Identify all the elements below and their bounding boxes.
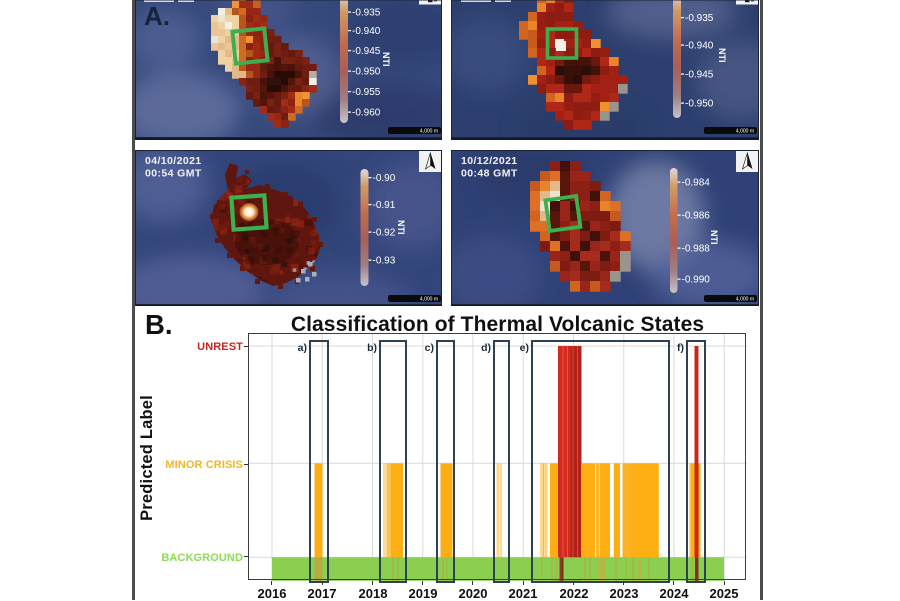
svg-text:-0.940: -0.940 <box>352 26 381 37</box>
svg-text:-0.950: -0.950 <box>685 99 714 110</box>
svg-text:-0.950: -0.950 <box>352 67 381 78</box>
svg-text:-0.986: -0.986 <box>682 210 711 221</box>
svg-text:04/10/2021: 04/10/2021 <box>145 155 202 167</box>
svg-text:00:48 GMT: 00:48 GMT <box>461 167 518 179</box>
svg-text:00:54 GMT: 00:54 GMT <box>145 167 202 179</box>
svg-text:NTI: NTI <box>381 52 391 67</box>
svg-text:4,000 m: 4,000 m <box>736 296 754 302</box>
svg-text:-0.940: -0.940 <box>685 41 714 52</box>
svg-text:-0.955: -0.955 <box>352 87 381 98</box>
svg-text:-0.93: -0.93 <box>373 255 396 266</box>
svg-text:-0.945: -0.945 <box>685 70 714 81</box>
svg-text:-0.935: -0.935 <box>685 13 714 24</box>
svg-text:A.: A. <box>144 1 170 31</box>
svg-text:4,000 m: 4,000 m <box>420 129 438 135</box>
svg-text:-0.960: -0.960 <box>352 108 381 119</box>
svg-text:NTI: NTI <box>709 230 719 245</box>
svg-text:-0.92: -0.92 <box>373 227 396 238</box>
svg-text:-0.91: -0.91 <box>373 200 396 211</box>
svg-text:-0.988: -0.988 <box>682 243 711 254</box>
svg-text:4,000 m: 4,000 m <box>420 296 438 302</box>
svg-text:NTI: NTI <box>396 220 406 235</box>
svg-text:-0.984: -0.984 <box>682 177 711 188</box>
svg-text:NTI: NTI <box>717 48 727 63</box>
svg-text:4,000 m: 4,000 m <box>736 129 754 135</box>
svg-text:-0.990: -0.990 <box>682 274 711 285</box>
svg-text:-0.90: -0.90 <box>373 173 396 184</box>
svg-text:-0.945: -0.945 <box>352 46 381 57</box>
svg-text:-0.935: -0.935 <box>352 8 381 19</box>
svg-text:10/12/2021: 10/12/2021 <box>461 155 518 167</box>
